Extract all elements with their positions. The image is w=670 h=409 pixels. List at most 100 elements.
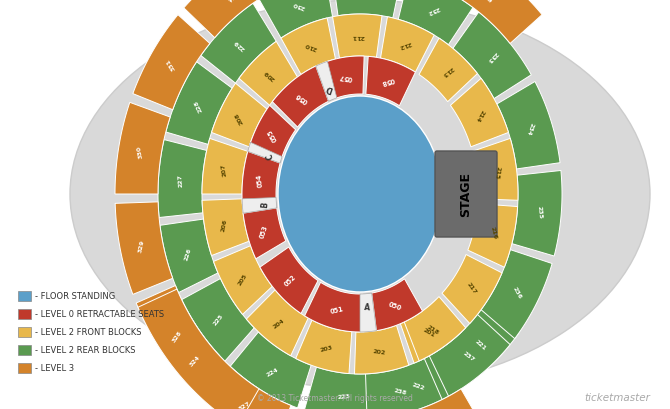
Polygon shape xyxy=(214,246,272,315)
Polygon shape xyxy=(372,279,423,331)
Polygon shape xyxy=(272,67,328,128)
Polygon shape xyxy=(453,13,531,99)
Text: 055: 055 xyxy=(267,128,279,143)
Polygon shape xyxy=(158,140,206,218)
Polygon shape xyxy=(497,82,560,170)
Polygon shape xyxy=(472,139,518,201)
Polygon shape xyxy=(381,18,434,73)
Polygon shape xyxy=(398,0,473,46)
Polygon shape xyxy=(242,198,277,213)
Text: - LEVEL 2 REAR BLOCKS: - LEVEL 2 REAR BLOCKS xyxy=(35,346,135,355)
Polygon shape xyxy=(184,0,271,38)
Polygon shape xyxy=(366,359,442,409)
Text: 203: 203 xyxy=(320,344,334,353)
Polygon shape xyxy=(202,139,248,195)
Polygon shape xyxy=(419,39,478,102)
Text: 328: 328 xyxy=(171,329,183,342)
Text: 207: 207 xyxy=(220,163,227,177)
Polygon shape xyxy=(115,202,173,294)
Text: 209: 209 xyxy=(263,69,276,81)
Text: 223: 223 xyxy=(338,393,351,399)
Polygon shape xyxy=(247,290,308,356)
Text: 330: 330 xyxy=(136,145,143,159)
Polygon shape xyxy=(284,408,377,409)
Polygon shape xyxy=(332,0,402,19)
Text: 211: 211 xyxy=(351,33,364,38)
Polygon shape xyxy=(242,152,280,204)
Polygon shape xyxy=(160,220,218,293)
FancyBboxPatch shape xyxy=(435,152,497,237)
Polygon shape xyxy=(305,283,364,332)
Polygon shape xyxy=(166,63,232,145)
Text: 221: 221 xyxy=(474,338,487,351)
Text: 327: 327 xyxy=(238,400,252,409)
Polygon shape xyxy=(360,293,377,332)
Polygon shape xyxy=(182,279,255,361)
Polygon shape xyxy=(115,103,170,195)
Text: 233: 233 xyxy=(485,50,498,63)
Text: 201: 201 xyxy=(422,326,436,337)
Text: 228: 228 xyxy=(193,99,203,113)
Text: 052: 052 xyxy=(283,273,297,287)
Polygon shape xyxy=(429,315,510,396)
Text: 227: 227 xyxy=(178,174,184,187)
Polygon shape xyxy=(138,290,259,409)
Text: 229: 229 xyxy=(233,38,246,51)
Text: - FLOOR STANDING: - FLOOR STANDING xyxy=(35,292,115,301)
Text: B: B xyxy=(261,201,270,208)
Polygon shape xyxy=(260,247,318,314)
Text: 236: 236 xyxy=(512,285,523,299)
Polygon shape xyxy=(239,42,297,106)
Text: 332: 332 xyxy=(222,0,235,2)
Polygon shape xyxy=(249,106,295,160)
Polygon shape xyxy=(354,326,409,374)
Text: 215: 215 xyxy=(493,166,500,179)
Text: 235: 235 xyxy=(536,205,543,219)
Ellipse shape xyxy=(70,1,650,388)
Text: 238: 238 xyxy=(393,387,407,395)
Text: 204: 204 xyxy=(272,317,285,329)
Text: 234: 234 xyxy=(526,122,535,136)
Polygon shape xyxy=(512,171,562,256)
Text: 058: 058 xyxy=(381,76,395,85)
Text: 056: 056 xyxy=(295,91,310,103)
Text: - LEVEL 0 RETRACTABLE SEATS: - LEVEL 0 RETRACTABLE SEATS xyxy=(35,310,164,319)
Polygon shape xyxy=(442,255,502,324)
Text: 050: 050 xyxy=(387,301,402,311)
Text: 213: 213 xyxy=(440,65,454,77)
Polygon shape xyxy=(202,199,249,256)
Polygon shape xyxy=(481,250,552,339)
Text: 230: 230 xyxy=(291,0,306,9)
Text: 210: 210 xyxy=(304,42,318,51)
Polygon shape xyxy=(295,320,352,374)
Polygon shape xyxy=(381,389,482,409)
Polygon shape xyxy=(248,143,282,164)
Text: 329: 329 xyxy=(137,239,145,253)
Polygon shape xyxy=(196,361,291,409)
Text: 237: 237 xyxy=(462,350,475,362)
Text: 217: 217 xyxy=(466,281,478,294)
Polygon shape xyxy=(212,84,267,147)
Text: A: A xyxy=(363,302,370,312)
Text: 208: 208 xyxy=(234,111,245,124)
Text: - LEVEL 2 FRONT BLOCKS: - LEVEL 2 FRONT BLOCKS xyxy=(35,328,141,337)
Polygon shape xyxy=(259,0,332,39)
Text: 224: 224 xyxy=(266,366,279,377)
Polygon shape xyxy=(243,209,286,259)
Polygon shape xyxy=(468,204,518,267)
Text: - LEVEL 3: - LEVEL 3 xyxy=(35,364,74,373)
Bar xyxy=(18,345,31,355)
Text: 222: 222 xyxy=(411,381,425,390)
Bar xyxy=(18,309,31,319)
Text: 212: 212 xyxy=(398,40,412,49)
Polygon shape xyxy=(450,79,509,147)
Polygon shape xyxy=(304,367,381,409)
Text: 218: 218 xyxy=(426,324,440,335)
Polygon shape xyxy=(442,0,542,44)
Polygon shape xyxy=(401,300,462,363)
Text: 225: 225 xyxy=(212,312,224,326)
Bar xyxy=(18,327,31,337)
Polygon shape xyxy=(201,4,276,84)
Ellipse shape xyxy=(278,97,442,292)
Text: 206: 206 xyxy=(221,218,228,231)
